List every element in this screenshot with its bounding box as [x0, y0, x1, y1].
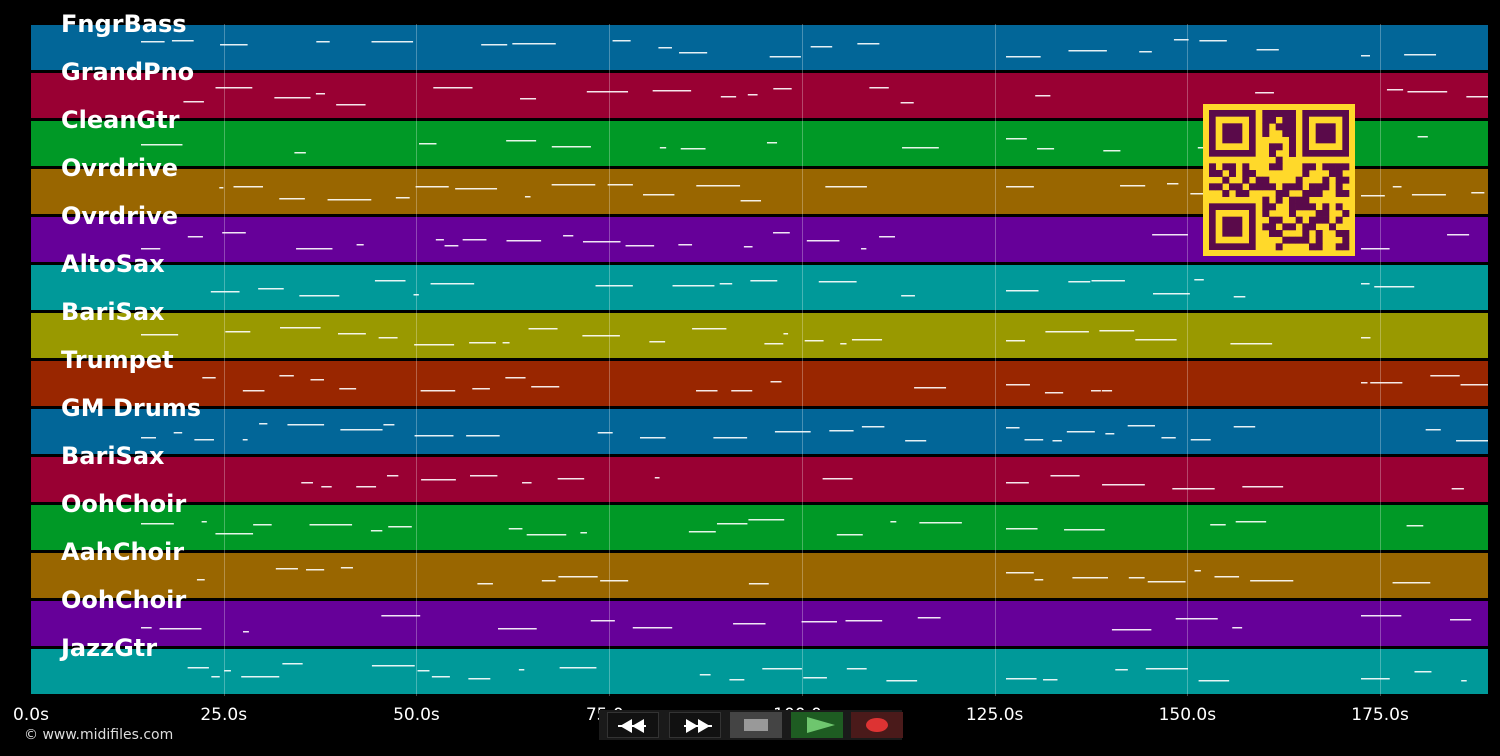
note-marks	[141, 39, 1437, 58]
track-lane[interactable]	[31, 456, 1488, 502]
track-lane[interactable]	[31, 504, 1488, 550]
time-tick-label: 0.0s	[13, 705, 49, 725]
track-lane[interactable]	[31, 648, 1488, 694]
track-label: AltoSax	[61, 250, 165, 278]
track-label: FngrBass	[61, 10, 187, 38]
time-gridline	[1187, 24, 1189, 696]
track-lane[interactable]	[31, 24, 1488, 70]
note-marks	[141, 327, 1371, 346]
track-lane[interactable]	[31, 264, 1488, 310]
fast-forward-button[interactable]	[669, 712, 721, 738]
time-gridline	[223, 24, 225, 696]
record-button[interactable]	[851, 712, 903, 738]
time-tick-label: 125.0s	[965, 705, 1024, 725]
note-marks	[141, 136, 1428, 154]
note-marks	[187, 663, 1467, 682]
track-lane[interactable]	[31, 312, 1488, 358]
track-lane[interactable]	[31, 552, 1488, 598]
note-marks	[301, 475, 1464, 490]
track-label: OohChoir	[61, 586, 187, 614]
track-label: JazzGtr	[61, 634, 158, 662]
note-marks	[183, 87, 1488, 106]
qr-code	[1203, 104, 1355, 256]
play-button[interactable]	[791, 712, 843, 738]
time-gridline	[416, 24, 418, 696]
record-icon	[866, 718, 888, 732]
time-gridline	[994, 24, 996, 696]
time-gridline	[801, 24, 803, 696]
track-label: BariSax	[61, 442, 165, 470]
stop-button[interactable]	[730, 712, 782, 738]
track-label: BariSax	[61, 298, 165, 326]
note-marks	[141, 519, 1424, 536]
rewind-button[interactable]	[607, 712, 659, 738]
track-label: GrandPno	[61, 58, 195, 86]
time-tick-label: 50.0s	[393, 705, 440, 725]
track-label: OohChoir	[61, 490, 187, 518]
time-tick-label: 175.0s	[1351, 705, 1409, 725]
track-label: AahChoir	[61, 538, 185, 566]
note-marks	[202, 375, 1488, 394]
track-lane[interactable]	[31, 408, 1488, 454]
note-marks	[141, 615, 1472, 633]
copyright-text: © www.midifiles.com	[24, 727, 174, 743]
note-marks	[196, 567, 1431, 585]
play-icon	[807, 717, 835, 733]
track-label: Ovrdrive	[61, 154, 179, 182]
time-tick-label: 25.0s	[200, 705, 248, 725]
fast-forward-icon	[684, 719, 712, 733]
stop-icon	[744, 719, 768, 731]
note-marks	[210, 279, 1415, 298]
track-label: Trumpet	[61, 346, 174, 374]
time-gridline	[1380, 24, 1382, 696]
transport-controls	[599, 710, 903, 740]
time-gridline	[609, 24, 611, 696]
track-label: CleanGtr	[61, 106, 180, 134]
track-lane[interactable]	[31, 360, 1488, 406]
rewind-icon	[618, 719, 646, 733]
track-lane[interactable]	[31, 600, 1488, 646]
note-marks	[141, 423, 1488, 442]
track-label: Ovrdrive	[61, 202, 179, 230]
track-label: GM Drums	[61, 394, 202, 422]
time-tick-label: 150.0s	[1158, 705, 1217, 725]
